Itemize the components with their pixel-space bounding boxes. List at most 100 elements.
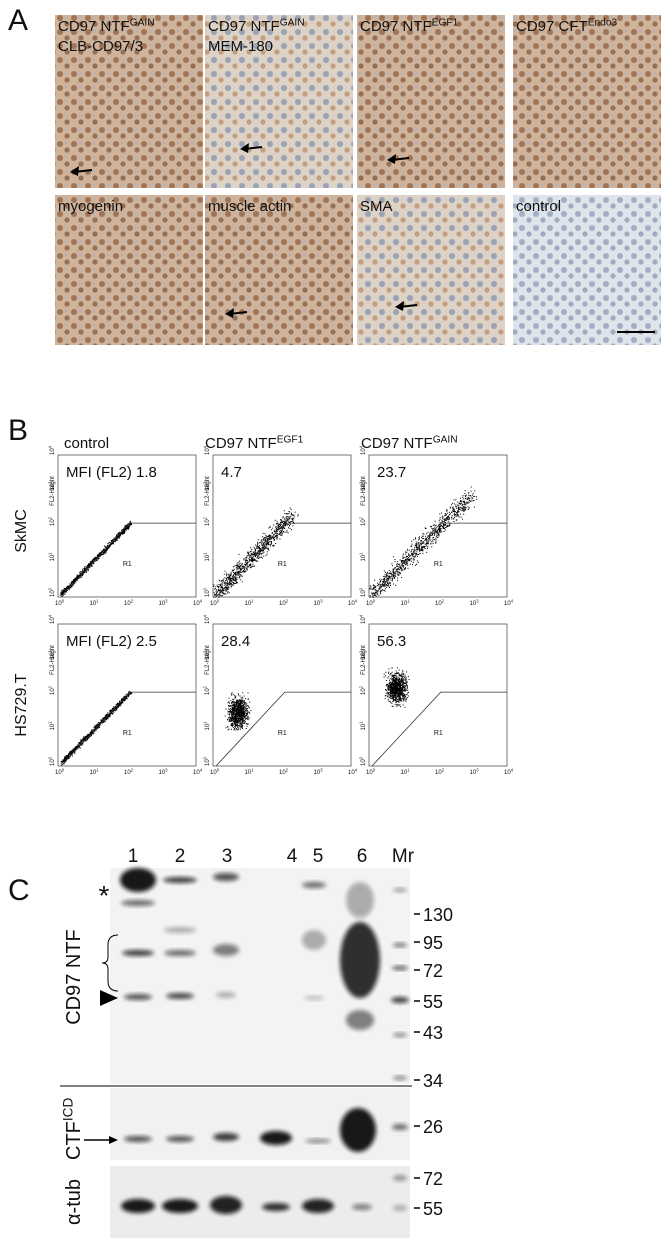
y-axis-label: FL2-Height	[50, 645, 56, 675]
x-tick-label-main: 10	[470, 601, 477, 607]
band	[392, 1124, 408, 1130]
x-tick-label: 100	[210, 599, 220, 607]
image-subtitle: CLB-CD97/3	[58, 38, 143, 55]
y-tick-label-sup: 2	[359, 516, 364, 519]
x-tick-label-main: 10	[55, 770, 62, 776]
y-tick-label: 100	[48, 587, 56, 597]
x-tick-label: 104	[348, 599, 358, 607]
x-tick-label-main: 10	[504, 770, 511, 776]
image-title-main: CD97 NTF	[208, 18, 280, 35]
lane-label: Mr	[392, 846, 415, 867]
x-tick-label-sup: 4	[355, 599, 358, 604]
marker-label: 72	[423, 961, 443, 981]
image-title: muscle actin	[208, 198, 291, 215]
marker-label: 55	[423, 992, 443, 1012]
x-tick-label-sup: 3	[165, 768, 168, 773]
x-tick-label: 104	[193, 599, 203, 607]
band	[121, 1199, 155, 1213]
lane-label: 6	[357, 846, 368, 867]
arrow-head	[240, 143, 249, 153]
band	[121, 900, 155, 906]
x-tick-label-main: 10	[504, 601, 511, 607]
x-tick-label-main: 10	[245, 770, 252, 776]
x-tick-label: 103	[159, 599, 169, 607]
x-tick-label-sup: 3	[476, 768, 479, 773]
asterisk: *	[99, 880, 110, 911]
x-tick-label: 102	[435, 599, 445, 607]
y-axis-label: FL2-Height	[205, 476, 211, 506]
x-tick-label-main: 10	[435, 770, 442, 776]
x-tick-label-sup: 4	[511, 599, 514, 604]
x-tick-label: 101	[401, 768, 411, 776]
x-tick-label-main: 10	[314, 601, 321, 607]
x-tick-label: 101	[245, 599, 255, 607]
marker-label: 26	[423, 1117, 443, 1137]
x-tick-label: 101	[90, 768, 100, 776]
x-tick-label-main: 10	[401, 770, 408, 776]
image-title-main: CD97 NTF	[360, 18, 432, 35]
event-cloud	[383, 667, 410, 708]
gate-label: R1	[123, 730, 132, 737]
x-tick-label: 102	[279, 599, 289, 607]
image-title-main: control	[516, 198, 561, 215]
x-tick-label: 104	[504, 599, 514, 607]
y-tick-label-main: 10	[361, 688, 367, 695]
x-tick-label-main: 10	[279, 601, 286, 607]
image-title-main: muscle actin	[208, 198, 291, 215]
y-tick-label-sup: 3	[359, 481, 364, 484]
y-tick-label: 103	[48, 650, 56, 660]
x-tick-label-sup: 2	[131, 768, 134, 773]
y-tick-label-sup: 1	[48, 552, 53, 555]
image-title: control	[516, 198, 561, 215]
blot-label-main: CTF	[63, 1121, 85, 1160]
y-tick-label-main: 10	[205, 688, 211, 695]
y-tick-label: 100	[203, 587, 211, 597]
x-tick-label-sup: 1	[96, 599, 99, 604]
gate-label: R1	[278, 561, 287, 568]
y-tick-label-sup: 1	[359, 721, 364, 724]
y-tick-label-sup: 2	[203, 516, 208, 519]
x-tick-label-main: 10	[348, 601, 355, 607]
band	[216, 992, 236, 998]
y-axis-label: FL2-Height	[361, 476, 367, 506]
micrograph	[205, 195, 353, 345]
x-tick-label-sup: 0	[217, 768, 220, 773]
micrograph	[205, 15, 353, 188]
x-tick-label: 100	[366, 599, 376, 607]
band	[352, 1204, 372, 1210]
x-tick-label-sup: 4	[200, 599, 203, 604]
image-title-sup: GAIN	[280, 17, 305, 28]
plot-frame	[57, 623, 197, 767]
gate-label: R1	[434, 561, 443, 568]
band	[340, 1108, 376, 1152]
y-tick-label-main: 10	[50, 590, 56, 597]
y-tick-label-main: 10	[205, 759, 211, 766]
marker-label: 130	[423, 905, 453, 925]
arrow-head	[387, 154, 396, 164]
band	[340, 922, 380, 998]
blot-label: CTFICD	[60, 1098, 85, 1160]
x-tick-label-main: 10	[124, 601, 131, 607]
band	[302, 930, 326, 950]
gate	[60, 691, 196, 767]
event-cloud	[224, 692, 252, 731]
image-title: CD97 CFTEndo3	[516, 17, 617, 35]
y-tick-label: 104	[48, 614, 56, 624]
mfi-value: 23.7	[377, 464, 406, 481]
y-tick-label-main: 10	[205, 554, 211, 561]
band	[393, 888, 407, 892]
micrograph	[55, 15, 203, 188]
mfi-value: 28.4	[221, 633, 250, 650]
x-tick-label: 103	[314, 599, 324, 607]
y-tick-label-main: 10	[361, 519, 367, 526]
band	[213, 944, 239, 956]
y-tick-label-main: 10	[50, 448, 56, 455]
x-tick-label-sup: 1	[96, 768, 99, 773]
x-tick-label: 104	[504, 768, 514, 776]
band	[302, 1199, 334, 1213]
band	[393, 1205, 407, 1211]
panel-label: A	[8, 4, 28, 37]
lane-label: 5	[313, 846, 324, 867]
image-title: myogenin	[58, 198, 123, 215]
y-tick-label-main: 10	[205, 448, 211, 455]
